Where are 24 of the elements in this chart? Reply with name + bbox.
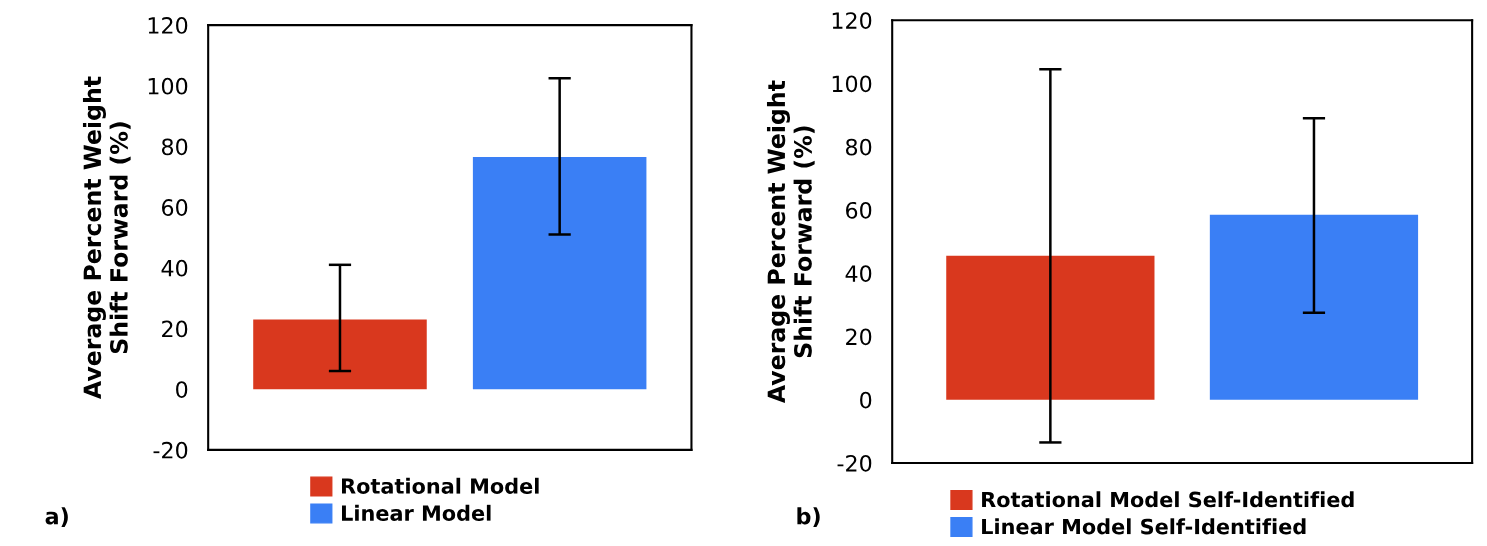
legend-label: Rotational Model bbox=[342, 477, 539, 494]
y-tick-label: 80 bbox=[845, 138, 872, 156]
y-tick-label: 20 bbox=[162, 320, 188, 338]
y-tick-label: -20 bbox=[837, 454, 872, 472]
y-tick-label: 120 bbox=[148, 17, 188, 34]
y-tick-label: 0 bbox=[860, 391, 872, 409]
y-tick-label: 20 bbox=[846, 328, 872, 346]
y-axis-title: Average Percent Weight Shift Forward (%) bbox=[82, 76, 131, 399]
y-tick-label: 100 bbox=[832, 75, 872, 93]
y-tick-label: 40 bbox=[161, 259, 188, 277]
y-tick-label: 60 bbox=[846, 201, 872, 219]
legend-label: Linear Model bbox=[342, 504, 491, 521]
y-tick-label: 60 bbox=[162, 199, 188, 216]
y-tick-label: 0 bbox=[176, 381, 188, 398]
y-tick-label: 40 bbox=[845, 265, 872, 282]
y-tick-label: 120 bbox=[832, 12, 872, 29]
y-axis-title: Average Percent Weight Shift Forward (%) bbox=[766, 80, 815, 404]
text: a) bbox=[45, 507, 68, 528]
y-tick-label: 80 bbox=[161, 138, 188, 156]
legend-label: Linear Model Self-Identified bbox=[982, 518, 1306, 535]
y-tick-label: -20 bbox=[153, 441, 188, 459]
y-tick-label: 100 bbox=[148, 77, 188, 95]
legend-label: Rotational Model Self-Identified bbox=[982, 491, 1354, 508]
text: b) bbox=[797, 507, 820, 528]
